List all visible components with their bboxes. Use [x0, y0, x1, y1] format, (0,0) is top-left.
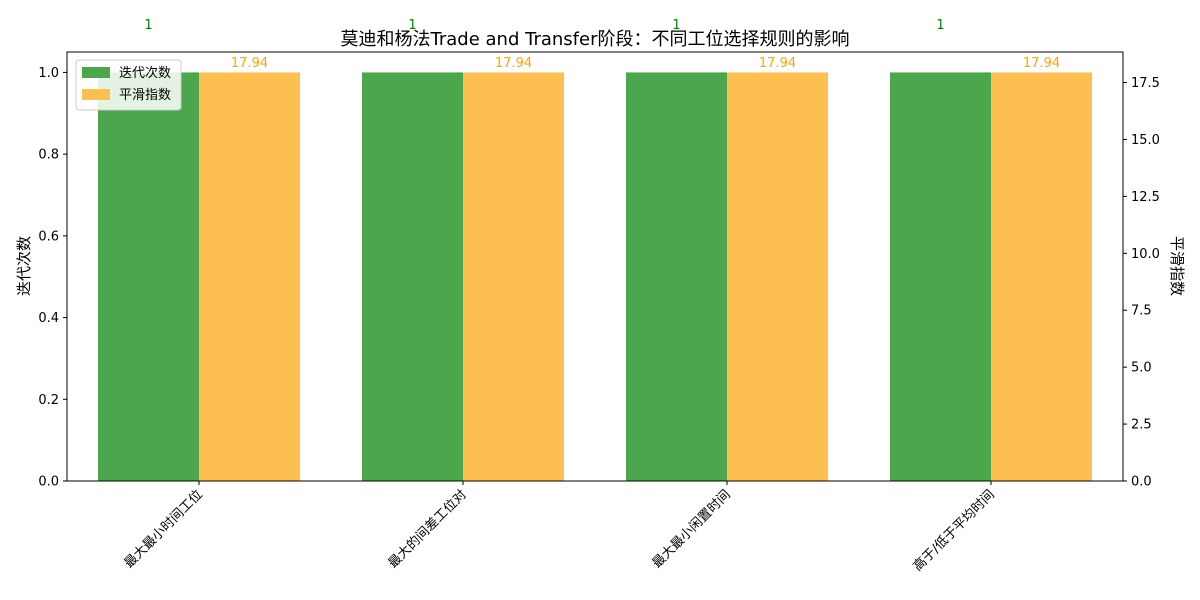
y-tick-label-2: 0.4	[38, 311, 59, 326]
data-label-iterations-1: 1	[408, 18, 416, 33]
data-label-iterations-3: 1	[936, 18, 944, 33]
y2-tick-label-0: 0.0	[1131, 475, 1152, 490]
x-tick-label-0: 最大最小时间工位	[122, 487, 206, 571]
legend: 迭代次数 平滑指数	[75, 59, 182, 111]
bar-smoothness-0	[199, 72, 300, 482]
bar-iterations-2	[626, 72, 727, 481]
y-tick-label-3: 0.6	[38, 229, 59, 244]
legend-label-smoothness: 平滑指数	[119, 88, 171, 103]
y-tick-label-1: 0.2	[38, 393, 59, 408]
data-label-smoothness-0: 17.94	[231, 56, 268, 71]
x-tick-label-2: 最大最小闲置时间	[650, 487, 734, 571]
bars-layer	[98, 72, 1092, 482]
bar-iterations-1	[362, 72, 463, 481]
data-label-smoothness-3: 17.94	[1023, 56, 1060, 71]
data-label-smoothness-1: 17.94	[495, 56, 532, 71]
bar-iterations-0	[98, 72, 199, 481]
bar-smoothness-1	[463, 72, 564, 482]
y-tick-label-4: 0.8	[38, 148, 59, 163]
y2-tick-label-1: 2.5	[1131, 418, 1152, 433]
bar-smoothness-3	[991, 72, 1092, 482]
bar-smoothness-2	[727, 72, 828, 482]
y2-tick-label-5: 12.5	[1131, 190, 1160, 205]
y-axis-title: 迭代次数	[15, 236, 33, 296]
data-labels-layer: 1 17.94 1 17.94 1 17.94 1 17.94	[144, 18, 1060, 71]
legend-label-iterations: 迭代次数	[119, 65, 171, 81]
y2-tick-label-6: 15.0	[1131, 133, 1160, 148]
legend-swatch-iterations	[82, 67, 110, 78]
y2-tick-label-2: 5.0	[1131, 361, 1152, 376]
y2-axis-title: 平滑指数	[1168, 236, 1186, 296]
legend-swatch-smoothness	[82, 89, 110, 100]
y2-tick-label-7: 17.5	[1131, 76, 1160, 91]
data-label-smoothness-2: 17.94	[759, 56, 796, 71]
y2-tick-label-3: 7.5	[1131, 304, 1152, 319]
y-tick-label-5: 1.0	[38, 66, 59, 81]
data-label-iterations-0: 1	[144, 18, 152, 33]
y2-tick-label-4: 10.0	[1131, 247, 1160, 262]
x-tick-label-1: 最大的间差工位对	[385, 487, 470, 572]
chart-title: 莫迪和杨法Trade and Transfer阶段：不同工位选择规则的影响	[341, 29, 850, 50]
y-tick-label-0: 0.0	[38, 475, 59, 490]
data-label-iterations-2: 1	[672, 18, 680, 33]
x-tick-label-3: 高于/低于平均时间	[910, 487, 998, 575]
plot-frame	[66, 51, 1124, 482]
bar-iterations-3	[890, 72, 991, 481]
